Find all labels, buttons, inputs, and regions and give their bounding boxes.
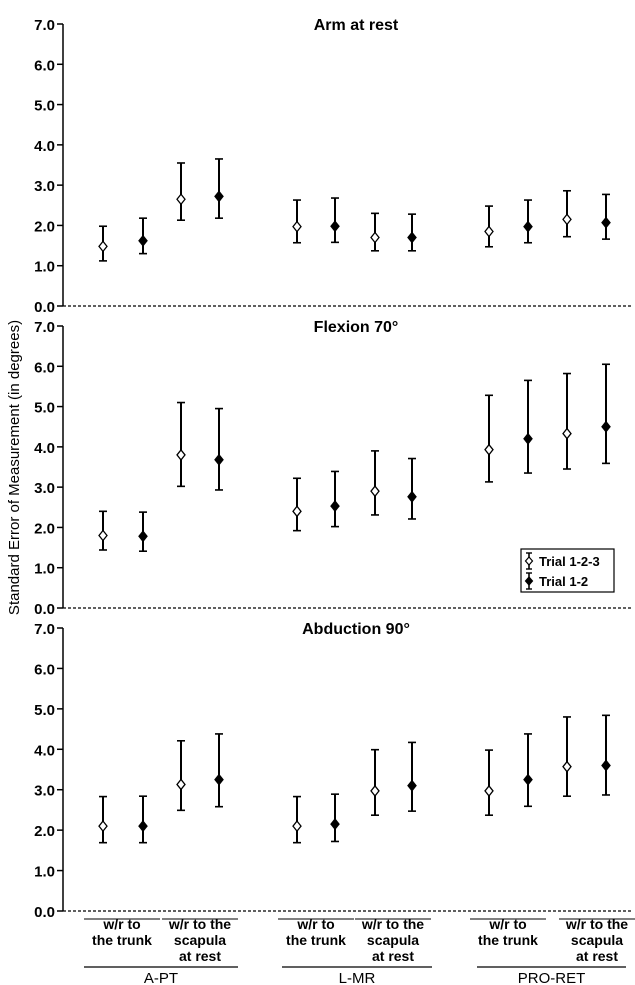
subcategory-label-line: at rest	[372, 948, 414, 964]
data-point-trial-1-2	[330, 500, 340, 513]
y-tick-label: 7.0	[34, 621, 55, 638]
y-tick-label: 5.0	[34, 98, 55, 115]
y-tick-label: 3.0	[34, 178, 55, 195]
subcategory-label-line: w/r to the	[565, 916, 628, 932]
y-tick-label: 6.0	[34, 359, 55, 376]
panel-title: Abduction 90°	[302, 621, 410, 638]
y-tick-label: 0.0	[34, 904, 55, 921]
subcategory-label-line: the trunk	[478, 932, 538, 948]
panel-title: Arm at rest	[314, 17, 399, 34]
data-point-trial-1-2	[330, 220, 340, 233]
subcategory-label-line: w/r to	[296, 916, 334, 932]
legend-marker-open-diamond	[524, 556, 534, 566]
y-tick-label: 1.0	[34, 259, 55, 276]
data-point-trial-1-2-3	[176, 193, 186, 206]
data-point-trial-1-2-3	[484, 225, 494, 238]
subcategory-label-line: at rest	[179, 948, 221, 964]
data-point-trial-1-2-3	[562, 760, 572, 773]
y-tick-label: 6.0	[34, 661, 55, 678]
y-tick-label: 5.0	[34, 702, 55, 719]
data-point-trial-1-2-3	[292, 820, 302, 833]
y-tick-label: 1.0	[34, 561, 55, 578]
data-point-trial-1-2	[214, 190, 224, 203]
subcategory-label-line: the trunk	[92, 932, 152, 948]
data-point-trial-1-2-3	[98, 240, 108, 253]
data-point-trial-1-2-3	[176, 778, 186, 791]
legend-label: Trial 1-2	[539, 574, 588, 589]
data-point-trial-1-2-3	[370, 485, 380, 498]
y-tick-label: 1.0	[34, 864, 55, 881]
data-point-trial-1-2	[214, 773, 224, 786]
y-tick-label: 7.0	[34, 17, 55, 34]
y-tick-label: 3.0	[34, 783, 55, 800]
y-tick-label: 4.0	[34, 742, 55, 759]
data-point-trial-1-2	[523, 220, 533, 233]
y-tick-label: 3.0	[34, 480, 55, 497]
y-axis-label: Standard Error of Measurement (in degree…	[6, 320, 23, 615]
data-point-trial-1-2	[601, 759, 611, 772]
data-point-trial-1-2-3	[176, 448, 186, 461]
y-tick-label: 4.0	[34, 440, 55, 457]
data-point-trial-1-2-3	[562, 213, 572, 226]
data-point-trial-1-2-3	[98, 529, 108, 542]
legend-box	[520, 548, 615, 593]
data-point-trial-1-2	[601, 420, 611, 433]
data-point-trial-1-2-3	[562, 427, 572, 440]
data-point-trial-1-2-3	[484, 443, 494, 456]
y-tick-label: 2.0	[34, 823, 55, 840]
y-tick-label: 2.0	[34, 520, 55, 537]
data-point-trial-1-2-3	[292, 220, 302, 233]
legend-label: Trial 1-2-3	[539, 554, 600, 569]
data-point-trial-1-2-3	[292, 505, 302, 518]
data-point-trial-1-2	[138, 234, 148, 247]
data-point-trial-1-2-3	[98, 820, 108, 833]
y-tick-label: 0.0	[34, 601, 55, 618]
data-point-trial-1-2	[407, 779, 417, 792]
group-label: A-PT	[144, 970, 178, 985]
data-point-trial-1-2-3	[484, 784, 494, 797]
data-point-trial-1-2-3	[370, 231, 380, 244]
subcategory-label-line: scapula	[571, 932, 623, 948]
data-point-trial-1-2-3	[370, 784, 380, 797]
y-tick-label: 7.0	[34, 319, 55, 336]
panel-title: Flexion 70°	[314, 319, 399, 336]
subcategory-label-line: w/r to	[488, 916, 526, 932]
legend-marker-filled-diamond	[524, 576, 534, 586]
data-point-trial-1-2	[523, 773, 533, 786]
data-point-trial-1-2	[523, 432, 533, 445]
data-point-trial-1-2	[138, 530, 148, 543]
subcategory-label-line: scapula	[174, 932, 226, 948]
subcategory-label-line: w/r to	[102, 916, 140, 932]
y-tick-label: 4.0	[34, 138, 55, 155]
data-point-trial-1-2	[407, 231, 417, 244]
data-point-trial-1-2	[407, 490, 417, 503]
y-tick-label: 5.0	[34, 400, 55, 417]
subcategory-label-line: scapula	[367, 932, 419, 948]
data-point-trial-1-2	[138, 820, 148, 833]
y-tick-label: 2.0	[34, 218, 55, 235]
data-point-trial-1-2	[330, 818, 340, 831]
subcategory-label-line: w/r to the	[361, 916, 424, 932]
data-point-trial-1-2	[214, 453, 224, 466]
subcategory-label-line: w/r to the	[168, 916, 231, 932]
group-label: L-MR	[339, 970, 376, 985]
subcategory-label-line: at rest	[576, 948, 618, 964]
y-tick-label: 6.0	[34, 57, 55, 74]
data-point-trial-1-2	[601, 216, 611, 229]
subcategory-label-line: the trunk	[286, 932, 346, 948]
y-tick-label: 0.0	[34, 299, 55, 316]
group-label: PRO-RET	[518, 970, 586, 985]
